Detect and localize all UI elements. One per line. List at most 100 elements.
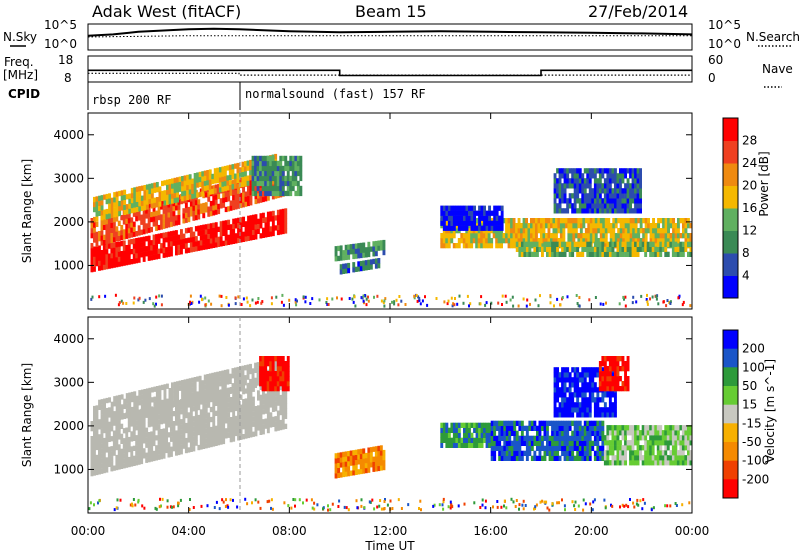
- heat-cell: [545, 218, 548, 224]
- heat-cell: [548, 450, 552, 456]
- heat-cell: [606, 366, 610, 372]
- heat-cell: [229, 437, 233, 443]
- heat-cell: [616, 241, 620, 247]
- heat-cell: [207, 206, 211, 212]
- heat-cell: [440, 205, 444, 211]
- heat-cell: [608, 193, 612, 199]
- heat-cell: [241, 385, 245, 391]
- heat-cell: [264, 155, 268, 162]
- heat-cell: [571, 412, 575, 418]
- heat-cell: [440, 243, 444, 249]
- heat-cell: [369, 452, 373, 458]
- heat-cell: [122, 443, 126, 449]
- heat-speckle: [433, 503, 436, 507]
- heat-cell: [246, 374, 250, 380]
- heat-cell: [105, 219, 109, 225]
- heat-cell: [684, 241, 688, 247]
- heat-cell: [369, 259, 373, 265]
- heat-cell: [152, 420, 156, 427]
- heat-cell: [354, 248, 358, 254]
- heat-cell: [591, 251, 595, 257]
- heat-cell: [184, 447, 188, 454]
- heat-cell: [281, 361, 285, 367]
- heat-cell: [140, 237, 144, 243]
- heat-cell: [614, 425, 617, 431]
- heat-cell: [503, 420, 507, 426]
- heat-cell: [649, 445, 653, 451]
- heat-cell: [547, 238, 551, 244]
- heat-cell: [337, 462, 341, 468]
- heat-cell: [337, 255, 341, 262]
- heat-cell: [674, 460, 678, 466]
- heat-cell: [167, 207, 171, 213]
- heat-cell: [127, 239, 131, 245]
- heat-cell: [556, 193, 559, 199]
- heat-cell: [651, 455, 655, 461]
- heat-cell: [286, 376, 290, 382]
- station-title: Adak West (fitACF): [92, 2, 241, 21]
- heat-cell: [98, 424, 101, 430]
- heat-cell: [187, 427, 191, 433]
- heat-cell: [251, 175, 255, 182]
- heat-cell: [234, 189, 238, 195]
- heat-cell: [576, 402, 580, 408]
- heat-cell: [279, 190, 283, 197]
- heat-cell: [212, 411, 216, 417]
- heat-cell: [598, 188, 602, 194]
- heat-cell: [247, 432, 250, 439]
- heat-cell: [603, 455, 607, 461]
- heat-cell: [684, 246, 688, 252]
- heat-cell: [227, 397, 231, 403]
- heat-cell: [354, 464, 358, 470]
- heat-cell: [160, 224, 163, 230]
- heat-cell: [634, 440, 637, 446]
- heat-cell: [616, 173, 620, 179]
- heat-cell: [249, 169, 252, 176]
- heat-cell: [242, 231, 245, 237]
- heat-cell: [617, 238, 621, 244]
- heat-cell: [641, 445, 645, 451]
- heat-cell: [568, 377, 572, 383]
- heat-cell: [229, 402, 233, 408]
- heat-cell: [118, 404, 122, 411]
- heat-cell: [681, 430, 685, 436]
- heat-cell: [553, 193, 557, 199]
- heat-cell: [105, 244, 109, 250]
- heat-cell: [636, 193, 640, 199]
- heat-cell: [244, 428, 248, 434]
- heat-cell: [237, 193, 240, 199]
- heat-cell: [140, 448, 144, 455]
- heat-cell: [573, 435, 577, 441]
- heat-cell: [502, 233, 506, 239]
- heat-cell: [155, 445, 158, 451]
- heat-cell: [681, 450, 685, 456]
- heat-cell: [583, 208, 587, 214]
- heat-cell: [125, 432, 129, 438]
- noise-frame: [87, 23, 693, 51]
- heat-cell: [189, 436, 193, 442]
- heat-cell: [157, 409, 161, 415]
- heat-cell: [130, 416, 134, 422]
- heat-cell: [603, 168, 607, 174]
- heat-cell: [217, 415, 221, 421]
- heat-cell: [684, 440, 688, 446]
- heat-cell: [259, 381, 262, 387]
- heat-cell: [145, 204, 149, 210]
- heat-cell: [349, 249, 353, 255]
- heat-cell: [634, 251, 637, 257]
- heat-cell: [208, 383, 212, 389]
- heat-cell: [603, 246, 607, 252]
- heat-cell: [442, 427, 446, 433]
- heat-cell: [247, 185, 250, 192]
- heat-cell: [601, 392, 605, 398]
- heat-cell: [93, 237, 96, 243]
- heat-cell: [256, 160, 260, 167]
- heat-cell: [651, 435, 655, 441]
- heat-speckle: [416, 299, 419, 303]
- heat-cell: [254, 170, 257, 177]
- heat-cell: [538, 450, 542, 456]
- heat-cell: [135, 191, 139, 197]
- heat-cell: [588, 392, 592, 398]
- heat-cell: [224, 235, 228, 241]
- heat-cell: [291, 170, 295, 177]
